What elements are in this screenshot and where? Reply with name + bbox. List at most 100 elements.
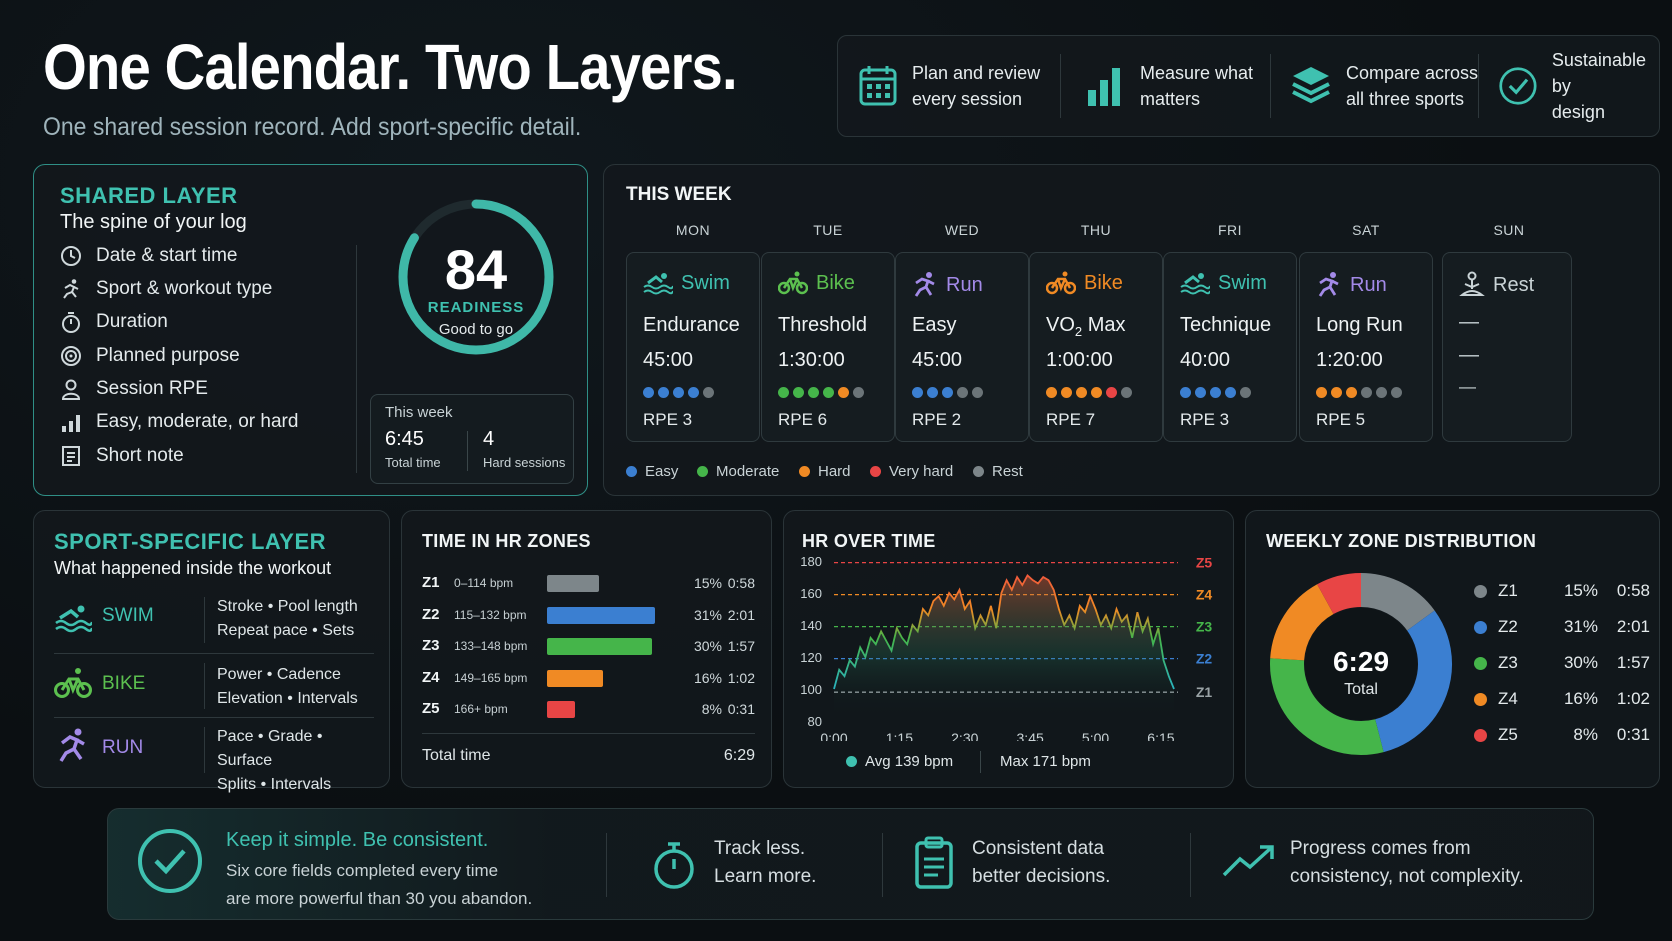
footer-item-line1: Consistent data (972, 838, 1105, 859)
day-workout-type: Long Run (1316, 314, 1403, 336)
day-card-thu[interactable]: Bike VO2 Max 1:00:00 RPE 7 (1029, 252, 1163, 442)
summary-total: 6:45 (385, 428, 424, 450)
zone-row: Z5 166+ bpm 8% 0:31 (422, 697, 757, 721)
shared-item-date: Date & start time (60, 245, 238, 267)
zone-donut-chart (1270, 573, 1452, 755)
legend-label: Moderate (716, 463, 780, 480)
donut-slice-z3 (1270, 658, 1384, 755)
intensity-dot (1391, 387, 1402, 398)
donut-slice-z5 (1317, 573, 1362, 615)
day-card-mon[interactable]: Swim Endurance 45:00 RPE 3 (626, 252, 760, 442)
day-workout-type: Endurance (643, 314, 740, 336)
distribution-time: 0:58 (1616, 581, 1650, 600)
day-sport: Bike (1046, 271, 1123, 295)
feature-line2: matters (1140, 89, 1201, 109)
zone-row: Z2 115–132 bpm 31% 2:01 (422, 603, 757, 627)
intensity-dot (643, 387, 654, 398)
day-duration: 1:20:00 (1316, 349, 1383, 371)
zone-bar (547, 669, 603, 687)
day-header: THU (1080, 222, 1112, 238)
check-circle-icon (138, 829, 202, 893)
day-card-wed[interactable]: Run Easy 45:00 RPE 2 (895, 252, 1029, 442)
distribution-time: 2:01 (1616, 617, 1650, 636)
intensity-dot (1240, 387, 1251, 398)
day-duration: 45:00 (912, 349, 963, 371)
day-header: WED (944, 222, 980, 238)
day-card-sun[interactable]: Rest — — — (1442, 252, 1572, 442)
legend-swatch (870, 466, 881, 477)
clock-icon (61, 246, 81, 266)
feature-line1: Sustainable by (1551, 50, 1646, 96)
run-icon (59, 728, 85, 762)
legend-swatch (697, 466, 708, 477)
day-card-tue[interactable]: Bike Threshold 1:30:00 RPE 6 (761, 252, 895, 442)
zone-range: 166+ bpm (454, 702, 508, 716)
donut-slice-z2 (1374, 610, 1452, 753)
footer-item-line2: Learn more. (714, 866, 817, 887)
zone-percent: 16% (693, 669, 722, 686)
sport-heading: SPORT-SPECIFIC LAYER (54, 529, 327, 554)
feature-line2: all three sports (1346, 89, 1465, 109)
trend-up-icon (1222, 845, 1274, 877)
shared-item-label: Short note (96, 445, 184, 466)
day-card-fri[interactable]: Swim Technique 40:00 RPE 3 (1163, 252, 1297, 442)
day-sport-label: Bike (1084, 271, 1123, 294)
feature-line1: Measure what (1140, 63, 1254, 83)
distribution-zone: Z1 (1498, 581, 1518, 600)
swim-icon (643, 273, 673, 295)
footer-item-line1: Progress comes from (1290, 838, 1471, 859)
day-workout-type: VO2 Max (1046, 314, 1126, 339)
day-sport: Run (1316, 271, 1387, 299)
donut-total-label: Total (1344, 681, 1378, 698)
day-duration: — (1459, 344, 1479, 366)
shared-subheading: The spine of your log (60, 211, 247, 233)
intensity-dot (703, 387, 714, 398)
sport-specific-panel: SPORT-SPECIFIC LAYER What happened insid… (33, 510, 390, 793)
distribution-percent: 15% (1563, 581, 1598, 600)
hr-max-value: Max 171 bpm (1000, 753, 1091, 770)
clipboard-icon (915, 836, 953, 889)
donut-slice-z4 (1270, 584, 1335, 662)
hr-line-chart: 80 100 120 140 160 180 0:00 1:15 2:30 3:45 5:00 6:1… (800, 554, 1213, 741)
day-rpe: RPE 3 (1180, 410, 1230, 429)
day-rpe: RPE 3 (643, 410, 693, 429)
run-icon (914, 272, 935, 297)
donut-hole (1305, 608, 1417, 720)
zone-threshold-label: Z5 (1196, 555, 1213, 571)
day-rpe: RPE 5 (1316, 410, 1366, 429)
this-week-panel: THIS WEEK MON Swim Endurance 45:00 RPE 3 TUE B… (603, 164, 1660, 496)
intensity-dot (1106, 387, 1117, 398)
shared-item-label: Duration (96, 311, 168, 332)
sport-desc-line1: Power • Cadence (217, 666, 341, 683)
readiness-arc (398, 199, 554, 355)
day-sport-label: Run (946, 273, 983, 296)
hr-avg: Avg 139 bpm (846, 753, 953, 770)
footer-item-line2: consistency, not complexity. (1290, 866, 1524, 887)
legend-item: Very hard (870, 463, 953, 480)
zone-threshold-label: Z4 (1196, 587, 1213, 603)
sport-name: RUN (102, 737, 144, 758)
bike-icon (1046, 271, 1076, 295)
distribution-zone: Z2 (1498, 617, 1518, 636)
day-sport: Swim (1180, 271, 1267, 295)
distribution-swatch (1474, 621, 1487, 634)
hr-time-title: HR OVER TIME (802, 531, 936, 551)
readiness-status: Good to go (438, 321, 514, 338)
hr-area (834, 575, 1174, 721)
intensity-dot (1316, 387, 1327, 398)
intensity-dot (808, 387, 819, 398)
day-sport-label: Run (1350, 273, 1387, 296)
legend-label: Rest (992, 463, 1023, 480)
distribution-percent: 31% (1563, 617, 1598, 636)
distribution-row: Z1 15% 0:58 (1474, 579, 1650, 603)
zone-bar (547, 606, 655, 624)
day-card-sat[interactable]: Run Long Run 1:20:00 RPE 5 (1299, 252, 1433, 442)
shared-layer-panel: SHARED LAYER The spine of your log Date … (33, 164, 588, 496)
day-header: FRI (1217, 222, 1243, 238)
legend-item: Moderate (697, 463, 779, 480)
zone-threshold-label: Z1 (1196, 684, 1213, 700)
day-workout-type: Technique (1180, 314, 1272, 336)
legend-label: Easy (645, 463, 679, 480)
hr-over-time-panel: HR OVER TIME 80 100 120 140 160 180 0:00 1:15 2:… (783, 510, 1234, 788)
zone-range: 133–148 bpm (454, 639, 528, 653)
